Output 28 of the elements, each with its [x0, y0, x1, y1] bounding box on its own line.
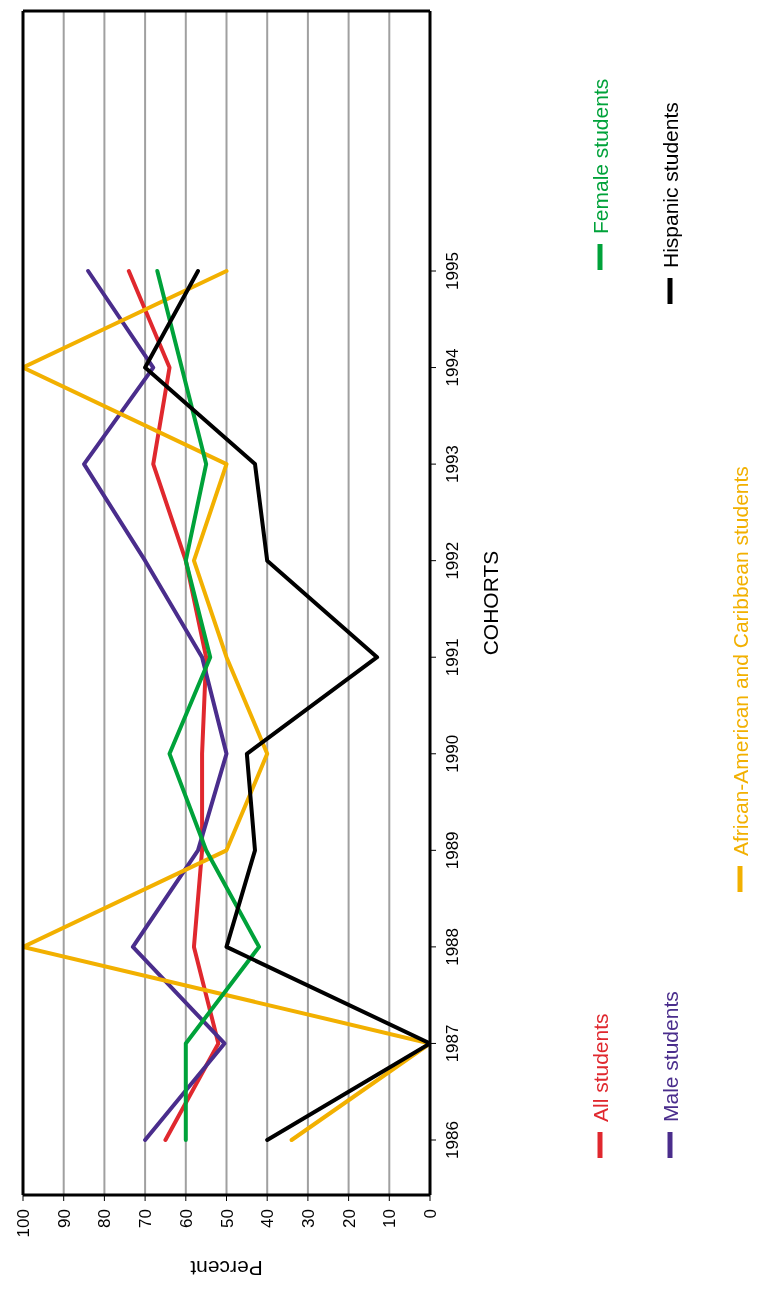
- x-tick-label: 90: [54, 1209, 74, 1228]
- x-tick-label: 40: [258, 1209, 278, 1228]
- x-tick-label: 0: [421, 1209, 440, 1219]
- y-tick-label: 1991: [443, 638, 462, 677]
- x-tick-label: 10: [380, 1209, 400, 1228]
- x-tick-label: 30: [298, 1209, 318, 1228]
- text: All students: [589, 1013, 612, 1122]
- y-tick-label: 1987: [443, 1024, 462, 1063]
- text: Female students: [589, 78, 612, 234]
- y-tick-label: 1993: [443, 445, 462, 484]
- y-tick-label: 1988: [443, 927, 462, 966]
- y-tick-label: 1995: [443, 252, 462, 290]
- y-tick-label: 1992: [443, 541, 462, 580]
- y-tick-label: 1994: [443, 348, 462, 387]
- x-tick-label: 80: [95, 1209, 115, 1228]
- text: Hispanic students: [659, 102, 682, 268]
- x-tick-label: 70: [136, 1209, 156, 1228]
- y-tick-label: 1986: [443, 1121, 462, 1159]
- text: African-American and Caribbean students: [729, 466, 752, 856]
- y-axis-title: COHORTS: [479, 550, 502, 656]
- x-tick-label: 60: [176, 1209, 196, 1228]
- x-tick-label: 20: [339, 1209, 359, 1228]
- y-tick-label: 1989: [443, 831, 462, 870]
- x-tick-label: 100: [14, 1209, 33, 1238]
- y-tick-label: 1990: [443, 734, 462, 773]
- x-axis-title: Percent: [190, 1257, 263, 1280]
- x-tick-label: 50: [217, 1209, 237, 1228]
- text: Male students: [659, 991, 682, 1122]
